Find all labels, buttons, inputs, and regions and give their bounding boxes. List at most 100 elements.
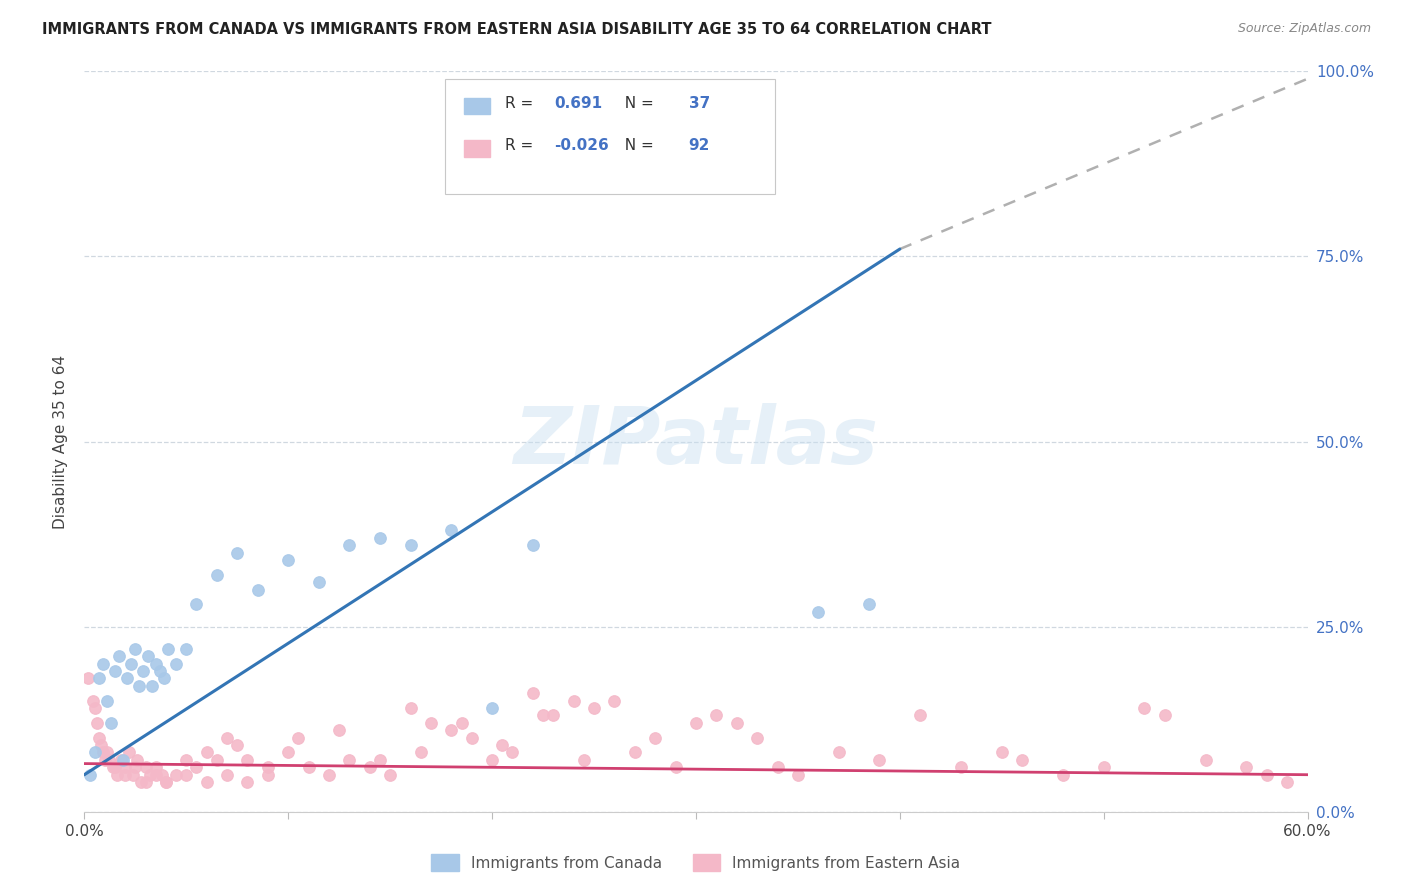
- Point: [165, 657, 187, 671]
- Point: [368, 531, 391, 545]
- Point: [685, 715, 707, 730]
- Point: [747, 731, 769, 745]
- Point: [339, 538, 361, 552]
- Point: [174, 767, 197, 781]
- Point: [128, 679, 150, 693]
- Text: Source: ZipAtlas.com: Source: ZipAtlas.com: [1237, 22, 1371, 36]
- Point: [257, 767, 280, 781]
- Point: [461, 731, 484, 745]
- Point: [156, 641, 179, 656]
- Point: [100, 715, 122, 730]
- Point: [950, 760, 973, 774]
- Text: 0.691: 0.691: [554, 95, 602, 111]
- Point: [124, 641, 146, 656]
- Point: [104, 760, 127, 774]
- Point: [96, 694, 118, 708]
- Text: 92: 92: [689, 138, 710, 153]
- Point: [308, 575, 330, 590]
- Point: [787, 767, 810, 781]
- Point: [122, 767, 145, 781]
- Point: [108, 649, 131, 664]
- Point: [195, 775, 218, 789]
- Point: [277, 553, 299, 567]
- Point: [82, 694, 104, 708]
- Point: [665, 760, 688, 774]
- Point: [399, 701, 422, 715]
- Point: [359, 760, 381, 774]
- Point: [624, 746, 647, 760]
- Point: [257, 760, 280, 774]
- Point: [491, 738, 513, 752]
- Point: [481, 753, 503, 767]
- Point: [603, 175, 626, 190]
- Point: [145, 760, 167, 774]
- Point: [205, 567, 228, 582]
- Bar: [464, 140, 491, 156]
- Point: [226, 738, 249, 752]
- Point: [112, 753, 135, 767]
- Point: [145, 767, 167, 781]
- Point: [1154, 708, 1177, 723]
- Text: N =: N =: [616, 138, 659, 153]
- Point: [101, 760, 124, 774]
- Point: [96, 746, 118, 760]
- Point: [481, 701, 503, 715]
- Point: [420, 715, 443, 730]
- Point: [124, 760, 146, 774]
- Point: [236, 775, 259, 789]
- Point: [205, 753, 228, 767]
- Point: [87, 672, 110, 686]
- Point: [86, 715, 108, 730]
- Point: [869, 753, 891, 767]
- Point: [910, 708, 932, 723]
- Point: [1277, 775, 1299, 789]
- Point: [1195, 753, 1218, 767]
- Point: [186, 598, 208, 612]
- Text: -0.026: -0.026: [554, 138, 609, 153]
- Point: [583, 701, 606, 715]
- Point: [115, 672, 138, 686]
- Point: [328, 723, 350, 738]
- Point: [450, 715, 472, 730]
- Point: [149, 664, 172, 678]
- Point: [380, 767, 402, 781]
- Y-axis label: Disability Age 35 to 64: Disability Age 35 to 64: [53, 354, 69, 529]
- Point: [83, 701, 105, 715]
- Point: [150, 767, 173, 781]
- Point: [318, 767, 340, 781]
- Point: [91, 746, 114, 760]
- Text: N =: N =: [616, 95, 659, 111]
- Point: [217, 731, 239, 745]
- Point: [368, 753, 391, 767]
- Point: [153, 672, 176, 686]
- Point: [118, 746, 141, 760]
- Bar: [464, 98, 491, 114]
- Point: [1236, 760, 1258, 774]
- Point: [195, 746, 218, 760]
- Point: [531, 708, 554, 723]
- Point: [339, 753, 361, 767]
- Point: [104, 664, 127, 678]
- Point: [174, 753, 197, 767]
- Point: [572, 753, 595, 767]
- Point: [440, 524, 463, 538]
- Point: [1092, 760, 1115, 774]
- Point: [1133, 701, 1156, 715]
- Point: [87, 731, 110, 745]
- Point: [1052, 767, 1074, 781]
- Point: [135, 760, 157, 774]
- Point: [522, 686, 544, 700]
- Point: [141, 679, 163, 693]
- Point: [246, 582, 269, 597]
- Legend: Immigrants from Canada, Immigrants from Eastern Asia: Immigrants from Canada, Immigrants from …: [432, 854, 960, 871]
- Point: [91, 657, 114, 671]
- Point: [97, 753, 120, 767]
- Point: [440, 723, 463, 738]
- Text: IMMIGRANTS FROM CANADA VS IMMIGRANTS FROM EASTERN ASIA DISABILITY AGE 35 TO 64 C: IMMIGRANTS FROM CANADA VS IMMIGRANTS FRO…: [42, 22, 991, 37]
- Point: [828, 746, 851, 760]
- Point: [83, 746, 105, 760]
- Point: [136, 649, 159, 664]
- Point: [127, 753, 149, 767]
- Text: R =: R =: [505, 138, 538, 153]
- Text: R =: R =: [505, 95, 538, 111]
